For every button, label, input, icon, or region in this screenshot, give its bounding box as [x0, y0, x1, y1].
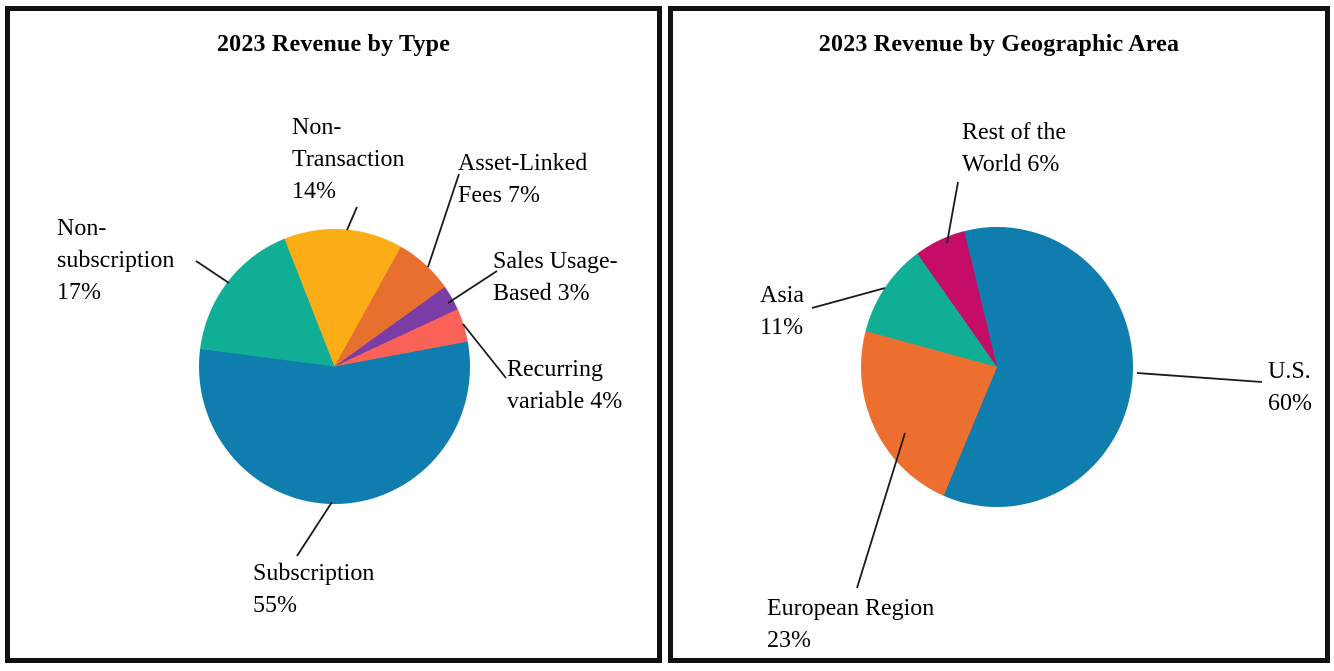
- callout-european-region: European Region 23%: [767, 595, 935, 653]
- leader-non-transaction: [346, 206, 358, 231]
- leader-us: [1136, 372, 1263, 383]
- callout-asia: Asia 11%: [760, 282, 804, 340]
- callout-non-subscription: Non- subscription 17%: [57, 215, 175, 305]
- callout-recurring-variable: Recurring variable 4%: [507, 356, 623, 414]
- leader-non-subscription: [195, 260, 230, 284]
- callout-us: U.S. 60%: [1268, 358, 1312, 416]
- callout-subscription: Subscription 55%: [253, 560, 375, 618]
- callout-asset-linked-fees: Asset-Linked Fees 7%: [458, 150, 588, 208]
- callout-rest-of-the-world: Rest of the World 6%: [962, 119, 1066, 177]
- leader-subscription: [296, 501, 333, 557]
- chart-title-revenue-by-geographic-area: 2023 Revenue by Geographic Area: [818, 31, 1180, 57]
- leader-sales-usage-based: [447, 270, 498, 304]
- pie-revenue-by-geographic-area: [861, 227, 1133, 507]
- revenue-by-geography-chart-panel: 2023 Revenue by Geographic Area Rest of …: [668, 6, 1330, 663]
- revenue-by-type-chart-panel: 2023 Revenue by Type Non- Transaction 14…: [5, 6, 662, 663]
- chart-title-revenue-by-type: 2023 Revenue by Type: [216, 31, 451, 57]
- callout-sales-usage-based: Sales Usage- Based 3%: [493, 248, 618, 306]
- pie-revenue-by-type: [199, 229, 470, 504]
- callout-non-transaction: Non- Transaction 14%: [292, 114, 405, 204]
- leader-asset-linked-fees: [427, 173, 460, 268]
